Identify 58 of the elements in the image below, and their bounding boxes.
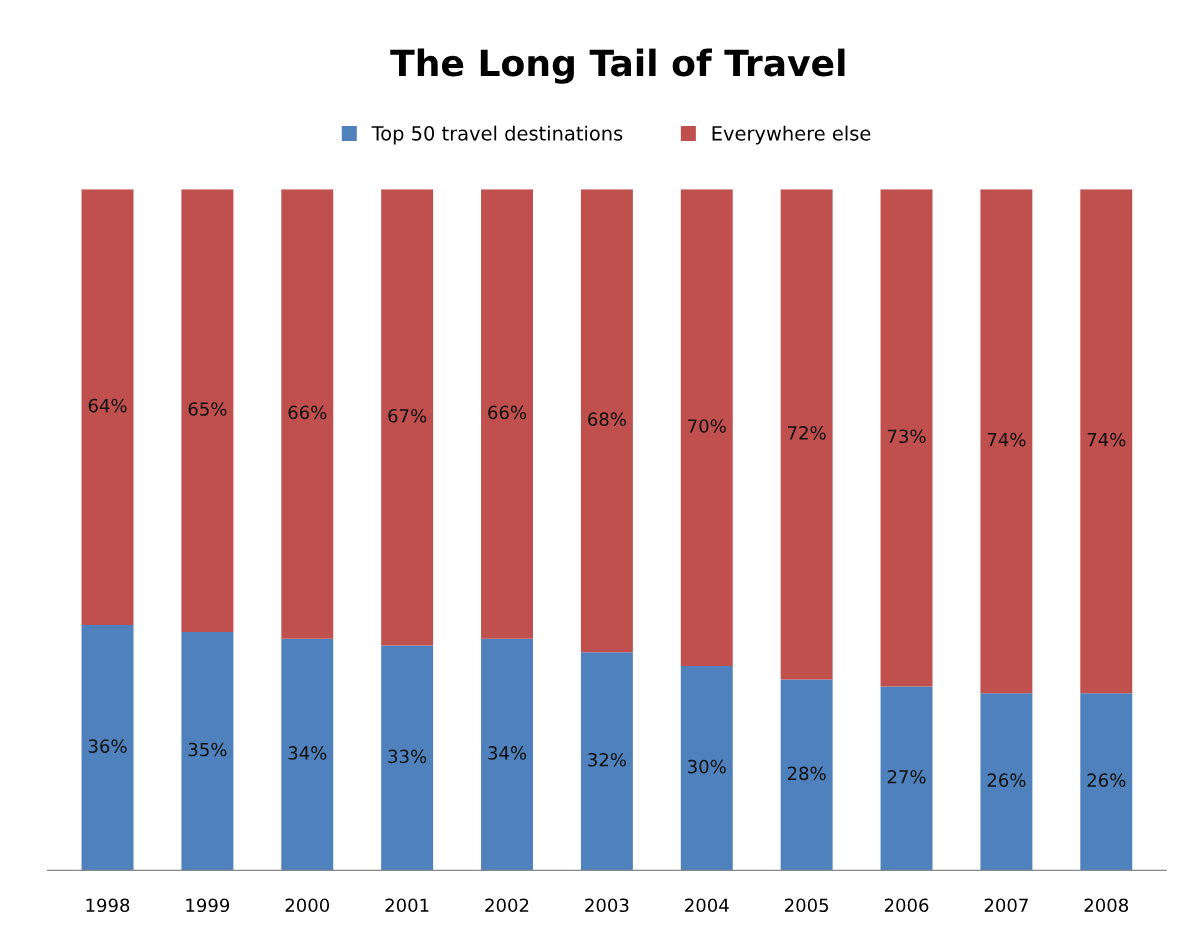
bar bbox=[580, 652, 633, 871]
bar bbox=[880, 686, 933, 871]
bar bbox=[680, 665, 733, 871]
bar bbox=[81, 625, 134, 871]
bar bbox=[880, 189, 933, 687]
data-label: 74% bbox=[1087, 432, 1126, 447]
data-label: 26% bbox=[1087, 773, 1126, 788]
data-label: 34% bbox=[288, 746, 327, 760]
bar bbox=[1080, 189, 1133, 694]
legend-label: Top 50 travel destinations bbox=[371, 125, 623, 145]
data-label: 32% bbox=[588, 752, 626, 767]
data-label: 30% bbox=[688, 759, 726, 774]
data-label: 28% bbox=[787, 766, 826, 781]
data-label: 65% bbox=[188, 402, 227, 416]
bar bbox=[980, 189, 1033, 694]
data-label: 64% bbox=[88, 398, 127, 413]
data-label: 35% bbox=[188, 742, 227, 757]
bar bbox=[281, 638, 334, 871]
data-label: 34% bbox=[488, 746, 527, 760]
data-label: 33% bbox=[388, 749, 427, 764]
data-label: 66% bbox=[488, 405, 527, 420]
bar bbox=[1080, 693, 1133, 871]
bar bbox=[181, 631, 234, 871]
data-label: 26% bbox=[987, 773, 1026, 788]
x-tick-label: 2003 bbox=[585, 898, 629, 913]
data-label: 27% bbox=[887, 769, 926, 784]
bar bbox=[780, 189, 833, 680]
bar bbox=[680, 189, 733, 666]
data-label: 68% bbox=[588, 412, 626, 427]
x-tick-label: 2002 bbox=[485, 898, 529, 913]
data-label: 67% bbox=[388, 408, 427, 423]
data-label: 70% bbox=[688, 419, 726, 433]
bar bbox=[381, 189, 434, 646]
x-tick-label: 2008 bbox=[1084, 898, 1129, 913]
x-tick-label: 2006 bbox=[884, 898, 929, 913]
data-label: 73% bbox=[887, 429, 926, 444]
data-label: 74% bbox=[987, 432, 1026, 447]
data-label: 66% bbox=[288, 405, 327, 420]
x-tick-label: 2000 bbox=[285, 898, 330, 913]
bar bbox=[481, 638, 533, 871]
x-tick-label: 2004 bbox=[685, 898, 729, 913]
x-tick-label: 1998 bbox=[86, 898, 130, 913]
chart-title: The Long Tail of Travel bbox=[390, 48, 845, 84]
data-label: 36% bbox=[88, 739, 127, 753]
bar bbox=[481, 189, 533, 639]
data-label: 72% bbox=[788, 425, 826, 440]
x-tick-label: 2005 bbox=[785, 898, 829, 913]
bar bbox=[580, 189, 633, 653]
bar bbox=[381, 645, 434, 871]
x-tick-label: 2007 bbox=[984, 898, 1028, 913]
legend-label: Everywhere else bbox=[712, 125, 871, 145]
x-tick-label: 1999 bbox=[186, 898, 230, 913]
bar bbox=[281, 189, 334, 639]
bar bbox=[81, 189, 134, 626]
bar bbox=[181, 189, 234, 632]
x-tick-label: 2001 bbox=[385, 898, 429, 913]
bar bbox=[780, 679, 833, 871]
bar bbox=[980, 693, 1033, 871]
